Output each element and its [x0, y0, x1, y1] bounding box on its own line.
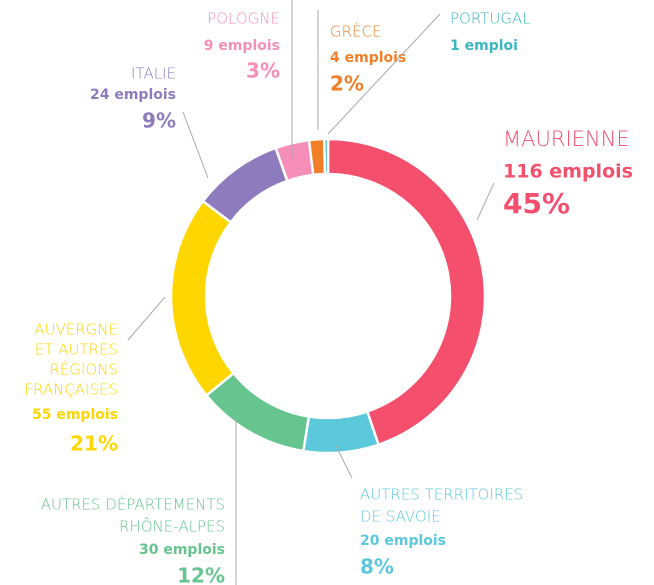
- segment-label: PORTUGAL 1 emploi: [450, 10, 531, 55]
- percent-label: 21%: [70, 432, 118, 456]
- value-label: 4 emplois: [330, 50, 406, 66]
- donut-segment: [307, 137, 327, 177]
- donut-segment: [169, 199, 236, 398]
- segment-label: AUTRES TERRITOIRES DE SAVOIE 20 emplois 8%: [360, 486, 523, 579]
- category-label: RÉGIONS: [50, 360, 119, 379]
- percent-label: 9%: [142, 109, 176, 133]
- category-label: PORTUGAL: [450, 10, 531, 28]
- category-label: MAURIENNE: [503, 127, 630, 151]
- category-label: POLOGNE: [207, 10, 280, 28]
- leader-line: [327, 13, 441, 135]
- value-label: 9 emplois: [204, 38, 280, 54]
- donut-segment: [301, 409, 381, 455]
- leader-line: [476, 182, 495, 221]
- value-label: 55 emplois: [32, 407, 118, 423]
- donut-segment: [204, 371, 311, 453]
- value-label: 24 emplois: [90, 87, 176, 103]
- segment-label: ITALIE 24 emplois 9%: [90, 65, 176, 133]
- segment-label: POLOGNE 9 emplois 3%: [204, 10, 280, 83]
- percent-label: 3%: [246, 59, 280, 83]
- segment-label: AUTRES DÉPARTEMENTS RHÔNE-ALPES 30 emplois…: [41, 495, 225, 585]
- donut-segment: [326, 137, 487, 447]
- percent-label: 12%: [177, 564, 225, 585]
- value-label: 1 emploi: [450, 38, 518, 54]
- category-label: ET AUTRES: [35, 341, 118, 359]
- category-label: AUTRES DÉPARTEMENTS: [41, 495, 225, 514]
- category-label: AUVERGNE: [34, 321, 118, 339]
- leader-line: [335, 445, 353, 479]
- category-label: FRANÇAISES: [24, 381, 118, 399]
- segment-label: MAURIENNE 116 emplois 45%: [503, 127, 633, 220]
- donut-segment: [201, 146, 289, 225]
- value-label: 30 emplois: [139, 542, 225, 558]
- percent-label: 2%: [330, 72, 364, 96]
- category-label: ITALIE: [131, 65, 176, 83]
- value-label: 20 emplois: [360, 533, 446, 549]
- category-label: GRÈCE: [330, 22, 381, 41]
- category-label: DE SAVOIE: [360, 508, 441, 526]
- donut-segment: [322, 137, 330, 176]
- percent-label: 45%: [503, 187, 570, 220]
- leader-line: [127, 296, 166, 341]
- category-label: RHÔNE-ALPES: [119, 517, 225, 536]
- value-label: 116 emplois: [503, 161, 633, 183]
- category-label: AUTRES TERRITOIRES: [360, 486, 523, 504]
- leader-line: [182, 111, 209, 179]
- percent-label: 8%: [360, 555, 394, 579]
- segment-label: GRÈCE 4 emplois 2%: [330, 22, 406, 96]
